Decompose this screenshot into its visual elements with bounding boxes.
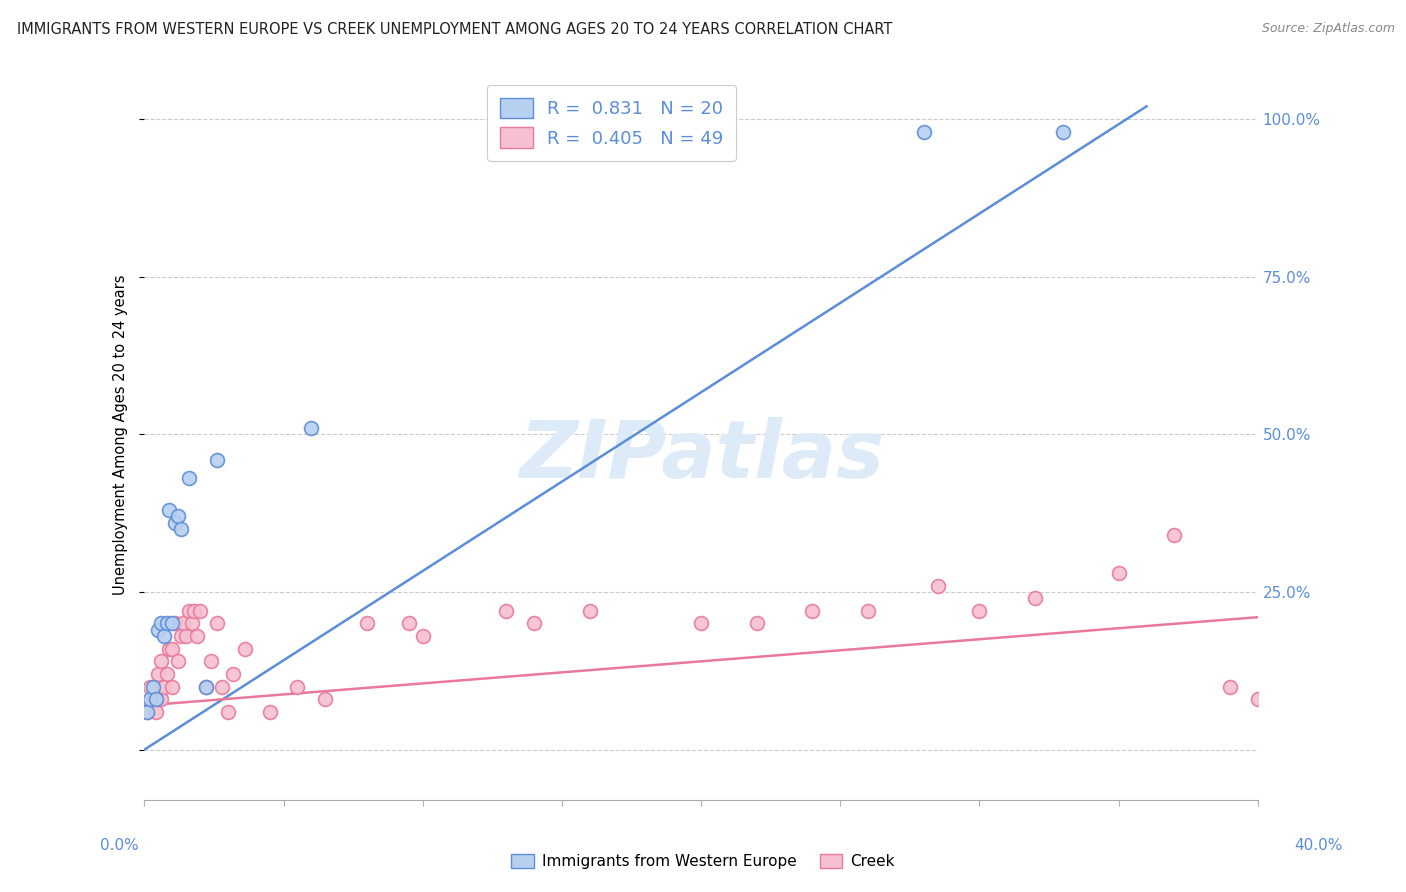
Point [217, 705, 239, 719]
Point [927, 579, 949, 593]
Point [259, 705, 281, 719]
Point [222, 667, 245, 681]
Point [159, 503, 181, 517]
Point [160, 616, 183, 631]
Point [912, 125, 935, 139]
Point [1052, 125, 1074, 139]
Point [188, 604, 211, 618]
Point [194, 680, 217, 694]
Point [150, 616, 173, 631]
Point [287, 680, 309, 694]
Text: 0.0%: 0.0% [100, 838, 139, 853]
Point [150, 654, 173, 668]
Point [163, 616, 186, 631]
Point [142, 692, 165, 706]
Point [177, 604, 200, 618]
Point [139, 692, 162, 706]
Point [172, 616, 194, 631]
Point [160, 641, 183, 656]
Point [1219, 680, 1241, 694]
Text: ZIPatlas: ZIPatlas [519, 417, 883, 495]
Legend: Immigrants from Western Europe, Creek: Immigrants from Western Europe, Creek [505, 848, 901, 875]
Point [398, 616, 420, 631]
Point [205, 616, 228, 631]
Point [356, 616, 378, 631]
Point [153, 680, 176, 694]
Point [148, 623, 170, 637]
Point [163, 516, 186, 530]
Point [156, 667, 179, 681]
Point [145, 692, 167, 706]
Point [211, 680, 233, 694]
Text: IMMIGRANTS FROM WESTERN EUROPE VS CREEK UNEMPLOYMENT AMONG AGES 20 TO 24 YEARS C: IMMIGRANTS FROM WESTERN EUROPE VS CREEK … [17, 22, 893, 37]
Point [159, 641, 181, 656]
Point [856, 604, 879, 618]
Point [174, 629, 197, 643]
Point [299, 421, 322, 435]
Point [1108, 566, 1130, 580]
Point [166, 509, 188, 524]
Point [139, 680, 162, 694]
Point [495, 604, 517, 618]
Point [1024, 591, 1046, 606]
Point [233, 641, 256, 656]
Point [969, 604, 991, 618]
Point [180, 616, 202, 631]
Point [166, 654, 188, 668]
Text: 40.0%: 40.0% [1295, 838, 1343, 853]
Point [148, 667, 170, 681]
Point [136, 705, 159, 719]
Point [153, 629, 176, 643]
Point [690, 616, 713, 631]
Point [578, 604, 600, 618]
Point [160, 680, 183, 694]
Point [205, 452, 228, 467]
Point [136, 705, 159, 719]
Point [801, 604, 824, 618]
Point [183, 604, 205, 618]
Point [186, 629, 208, 643]
Point [142, 680, 165, 694]
Point [169, 522, 191, 536]
Point [412, 629, 434, 643]
Text: Source: ZipAtlas.com: Source: ZipAtlas.com [1261, 22, 1395, 36]
Point [145, 705, 167, 719]
Point [745, 616, 768, 631]
Point [169, 629, 191, 643]
Legend: R =  0.831   N = 20, R =  0.405   N = 49: R = 0.831 N = 20, R = 0.405 N = 49 [488, 85, 735, 161]
Point [156, 616, 179, 631]
Point [177, 471, 200, 485]
Point [200, 654, 222, 668]
Point [523, 616, 546, 631]
Point [1247, 692, 1270, 706]
Point [314, 692, 336, 706]
Y-axis label: Unemployment Among Ages 20 to 24 years: Unemployment Among Ages 20 to 24 years [114, 274, 128, 595]
Point [523, 125, 546, 139]
Point [194, 680, 217, 694]
Point [1163, 528, 1185, 542]
Point [150, 692, 173, 706]
